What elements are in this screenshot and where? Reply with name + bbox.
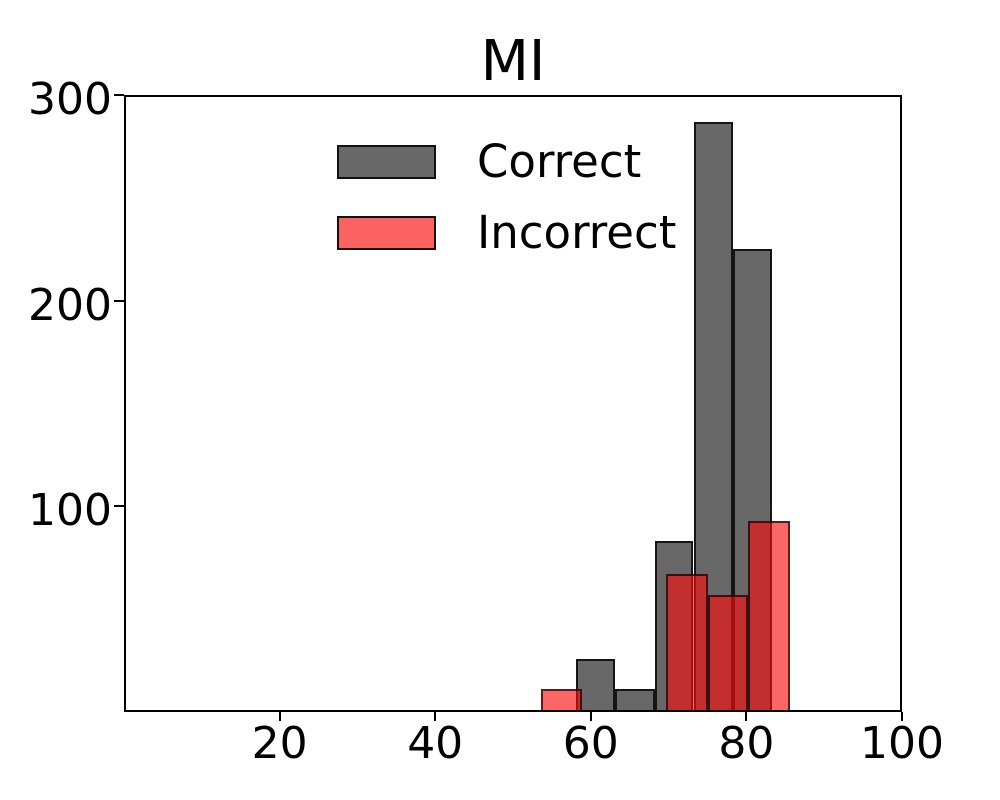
bar-correct	[576, 658, 615, 712]
y-tick-mark	[114, 299, 124, 302]
legend-label-correct: Correct	[477, 135, 642, 188]
x-tick-label: 40	[407, 718, 464, 769]
bar-incorrect	[748, 520, 790, 712]
legend-swatch-incorrect	[337, 216, 436, 250]
x-tick-mark	[901, 712, 903, 721]
y-tick-label: 100	[28, 485, 112, 537]
plot-area: Correct Incorrect	[124, 95, 902, 713]
y-tick-label: 300	[28, 74, 112, 125]
x-tick-label: 100	[860, 718, 944, 769]
bar-incorrect	[707, 594, 748, 712]
x-tick-mark	[434, 712, 437, 721]
legend-label-incorrect: Incorrect	[477, 206, 677, 259]
legend-item-incorrect: Incorrect	[337, 209, 676, 257]
legend-swatch-correct	[337, 145, 436, 179]
y-tick-label: 200	[28, 279, 112, 331]
x-tick-mark	[278, 712, 281, 721]
y-tick-mark	[114, 94, 124, 96]
x-tick-label: 60	[562, 718, 619, 769]
x-tick-label: 80	[718, 718, 775, 769]
bar-incorrect	[541, 689, 583, 712]
x-tick-mark	[745, 712, 748, 721]
chart-title: MI	[480, 29, 546, 94]
y-tick-mark	[114, 505, 124, 508]
legend-item-correct: Correct	[337, 138, 641, 186]
x-tick-label: 20	[251, 718, 308, 769]
bar-correct	[614, 689, 655, 712]
bar-incorrect	[665, 574, 708, 712]
x-tick-mark	[589, 712, 592, 721]
